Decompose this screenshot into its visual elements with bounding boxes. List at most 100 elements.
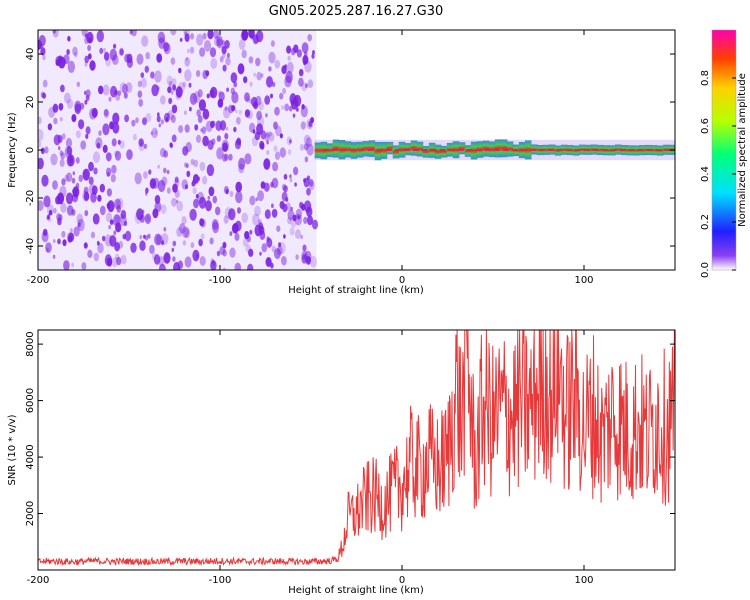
signal-band-segment bbox=[482, 140, 490, 157]
noise-speck bbox=[271, 177, 279, 189]
signal-band-segment bbox=[458, 142, 466, 155]
colorbar-tick-label-1: 0.2 bbox=[700, 214, 711, 230]
noise-speck bbox=[116, 256, 122, 266]
noise-speck bbox=[44, 146, 49, 154]
noise-speck bbox=[58, 146, 61, 151]
noise-speck bbox=[271, 208, 278, 218]
noise-speck bbox=[75, 182, 80, 189]
signal-band-segment bbox=[344, 141, 352, 158]
noise-speck bbox=[279, 92, 284, 100]
noise-speck bbox=[84, 90, 87, 95]
noise-speck bbox=[213, 30, 219, 39]
noise-speck bbox=[73, 51, 78, 58]
noise-speck bbox=[305, 83, 308, 88]
noise-speck bbox=[77, 218, 85, 232]
noise-speck bbox=[189, 92, 198, 105]
noise-speck bbox=[264, 209, 271, 220]
colorbar-tick-label-3: 0.6 bbox=[700, 118, 711, 134]
noise-speck bbox=[57, 238, 61, 245]
noise-speck bbox=[219, 246, 225, 255]
noise-speck bbox=[279, 200, 285, 210]
noise-speck bbox=[174, 176, 179, 183]
noise-speck bbox=[113, 230, 117, 236]
noise-speck bbox=[306, 118, 314, 130]
noise-speck bbox=[102, 144, 108, 153]
noise-speck bbox=[81, 262, 87, 270]
noise-speck bbox=[96, 142, 101, 149]
noise-speck bbox=[235, 191, 243, 204]
noise-speck bbox=[222, 142, 229, 152]
snr-y-ticks: 2000 4000 6000 8000 bbox=[25, 331, 675, 526]
noise-speck bbox=[289, 178, 293, 183]
noise-speck bbox=[197, 89, 203, 98]
noise-speck bbox=[211, 138, 216, 145]
noise-speck bbox=[184, 31, 187, 36]
noise-speck bbox=[292, 113, 296, 118]
noise-speck bbox=[166, 112, 170, 118]
noise-speck bbox=[233, 126, 237, 133]
noise-speck bbox=[154, 70, 162, 83]
noise-speck bbox=[168, 80, 173, 87]
noise-speck bbox=[169, 142, 174, 149]
noise-speck bbox=[247, 263, 254, 270]
noise-speck bbox=[71, 114, 77, 123]
noise-speck bbox=[237, 207, 241, 214]
noise-speck bbox=[190, 242, 195, 249]
noise-speck bbox=[233, 81, 238, 88]
noise-speck bbox=[56, 192, 65, 205]
noise-speck bbox=[205, 200, 212, 212]
noise-speck bbox=[219, 120, 227, 131]
snr-series-line bbox=[38, 330, 675, 567]
signal-band-segment bbox=[416, 141, 424, 157]
noise-speck bbox=[267, 258, 270, 263]
noise-speck bbox=[210, 58, 218, 69]
noise-speck bbox=[184, 57, 191, 67]
noise-speck bbox=[154, 194, 161, 204]
noise-speck bbox=[154, 130, 158, 135]
noise-speck bbox=[243, 76, 248, 84]
noise-speck bbox=[118, 47, 124, 57]
noise-speck bbox=[184, 69, 192, 82]
noise-speck bbox=[91, 107, 98, 118]
noise-speck bbox=[209, 47, 217, 58]
noise-speck bbox=[199, 256, 206, 266]
noise-speck bbox=[66, 49, 70, 55]
noise-speck bbox=[83, 242, 88, 249]
figure-title: GN05.2025.287.16.27.G30 bbox=[269, 4, 444, 19]
noise-speck bbox=[294, 229, 302, 240]
noise-speck bbox=[184, 124, 190, 133]
noise-speck bbox=[289, 139, 292, 144]
noise-speck bbox=[188, 82, 192, 88]
signal-band-segment bbox=[452, 141, 460, 159]
noise-speck bbox=[249, 195, 256, 206]
noise-speck bbox=[110, 174, 116, 183]
noise-speck bbox=[256, 110, 262, 121]
noise-speck bbox=[103, 51, 110, 61]
noise-speck bbox=[170, 30, 177, 36]
noise-speck bbox=[160, 119, 164, 125]
noise-speck bbox=[211, 259, 216, 266]
noise-speck bbox=[145, 113, 152, 123]
noise-speck bbox=[90, 231, 96, 239]
noise-speck bbox=[172, 84, 177, 91]
signal-band-segment bbox=[380, 141, 388, 159]
noise-speck bbox=[244, 153, 252, 165]
noise-speck bbox=[67, 60, 76, 73]
noise-speck bbox=[42, 79, 48, 88]
noise-speck bbox=[138, 98, 144, 107]
noise-speck bbox=[53, 117, 58, 125]
noise-speck bbox=[295, 254, 299, 260]
noise-speck bbox=[60, 84, 65, 93]
noise-speck bbox=[195, 194, 199, 199]
noise-speck bbox=[138, 138, 144, 147]
noise-speck bbox=[99, 205, 106, 216]
noise-speck bbox=[213, 35, 221, 47]
noise-speck bbox=[72, 192, 79, 203]
noise-speck bbox=[240, 32, 245, 40]
noise-speck bbox=[212, 195, 218, 204]
snr-y-tick-label-3: 8000 bbox=[25, 331, 36, 356]
noise-speck bbox=[312, 50, 315, 55]
noise-speck bbox=[295, 208, 303, 219]
noise-speck bbox=[258, 101, 264, 111]
